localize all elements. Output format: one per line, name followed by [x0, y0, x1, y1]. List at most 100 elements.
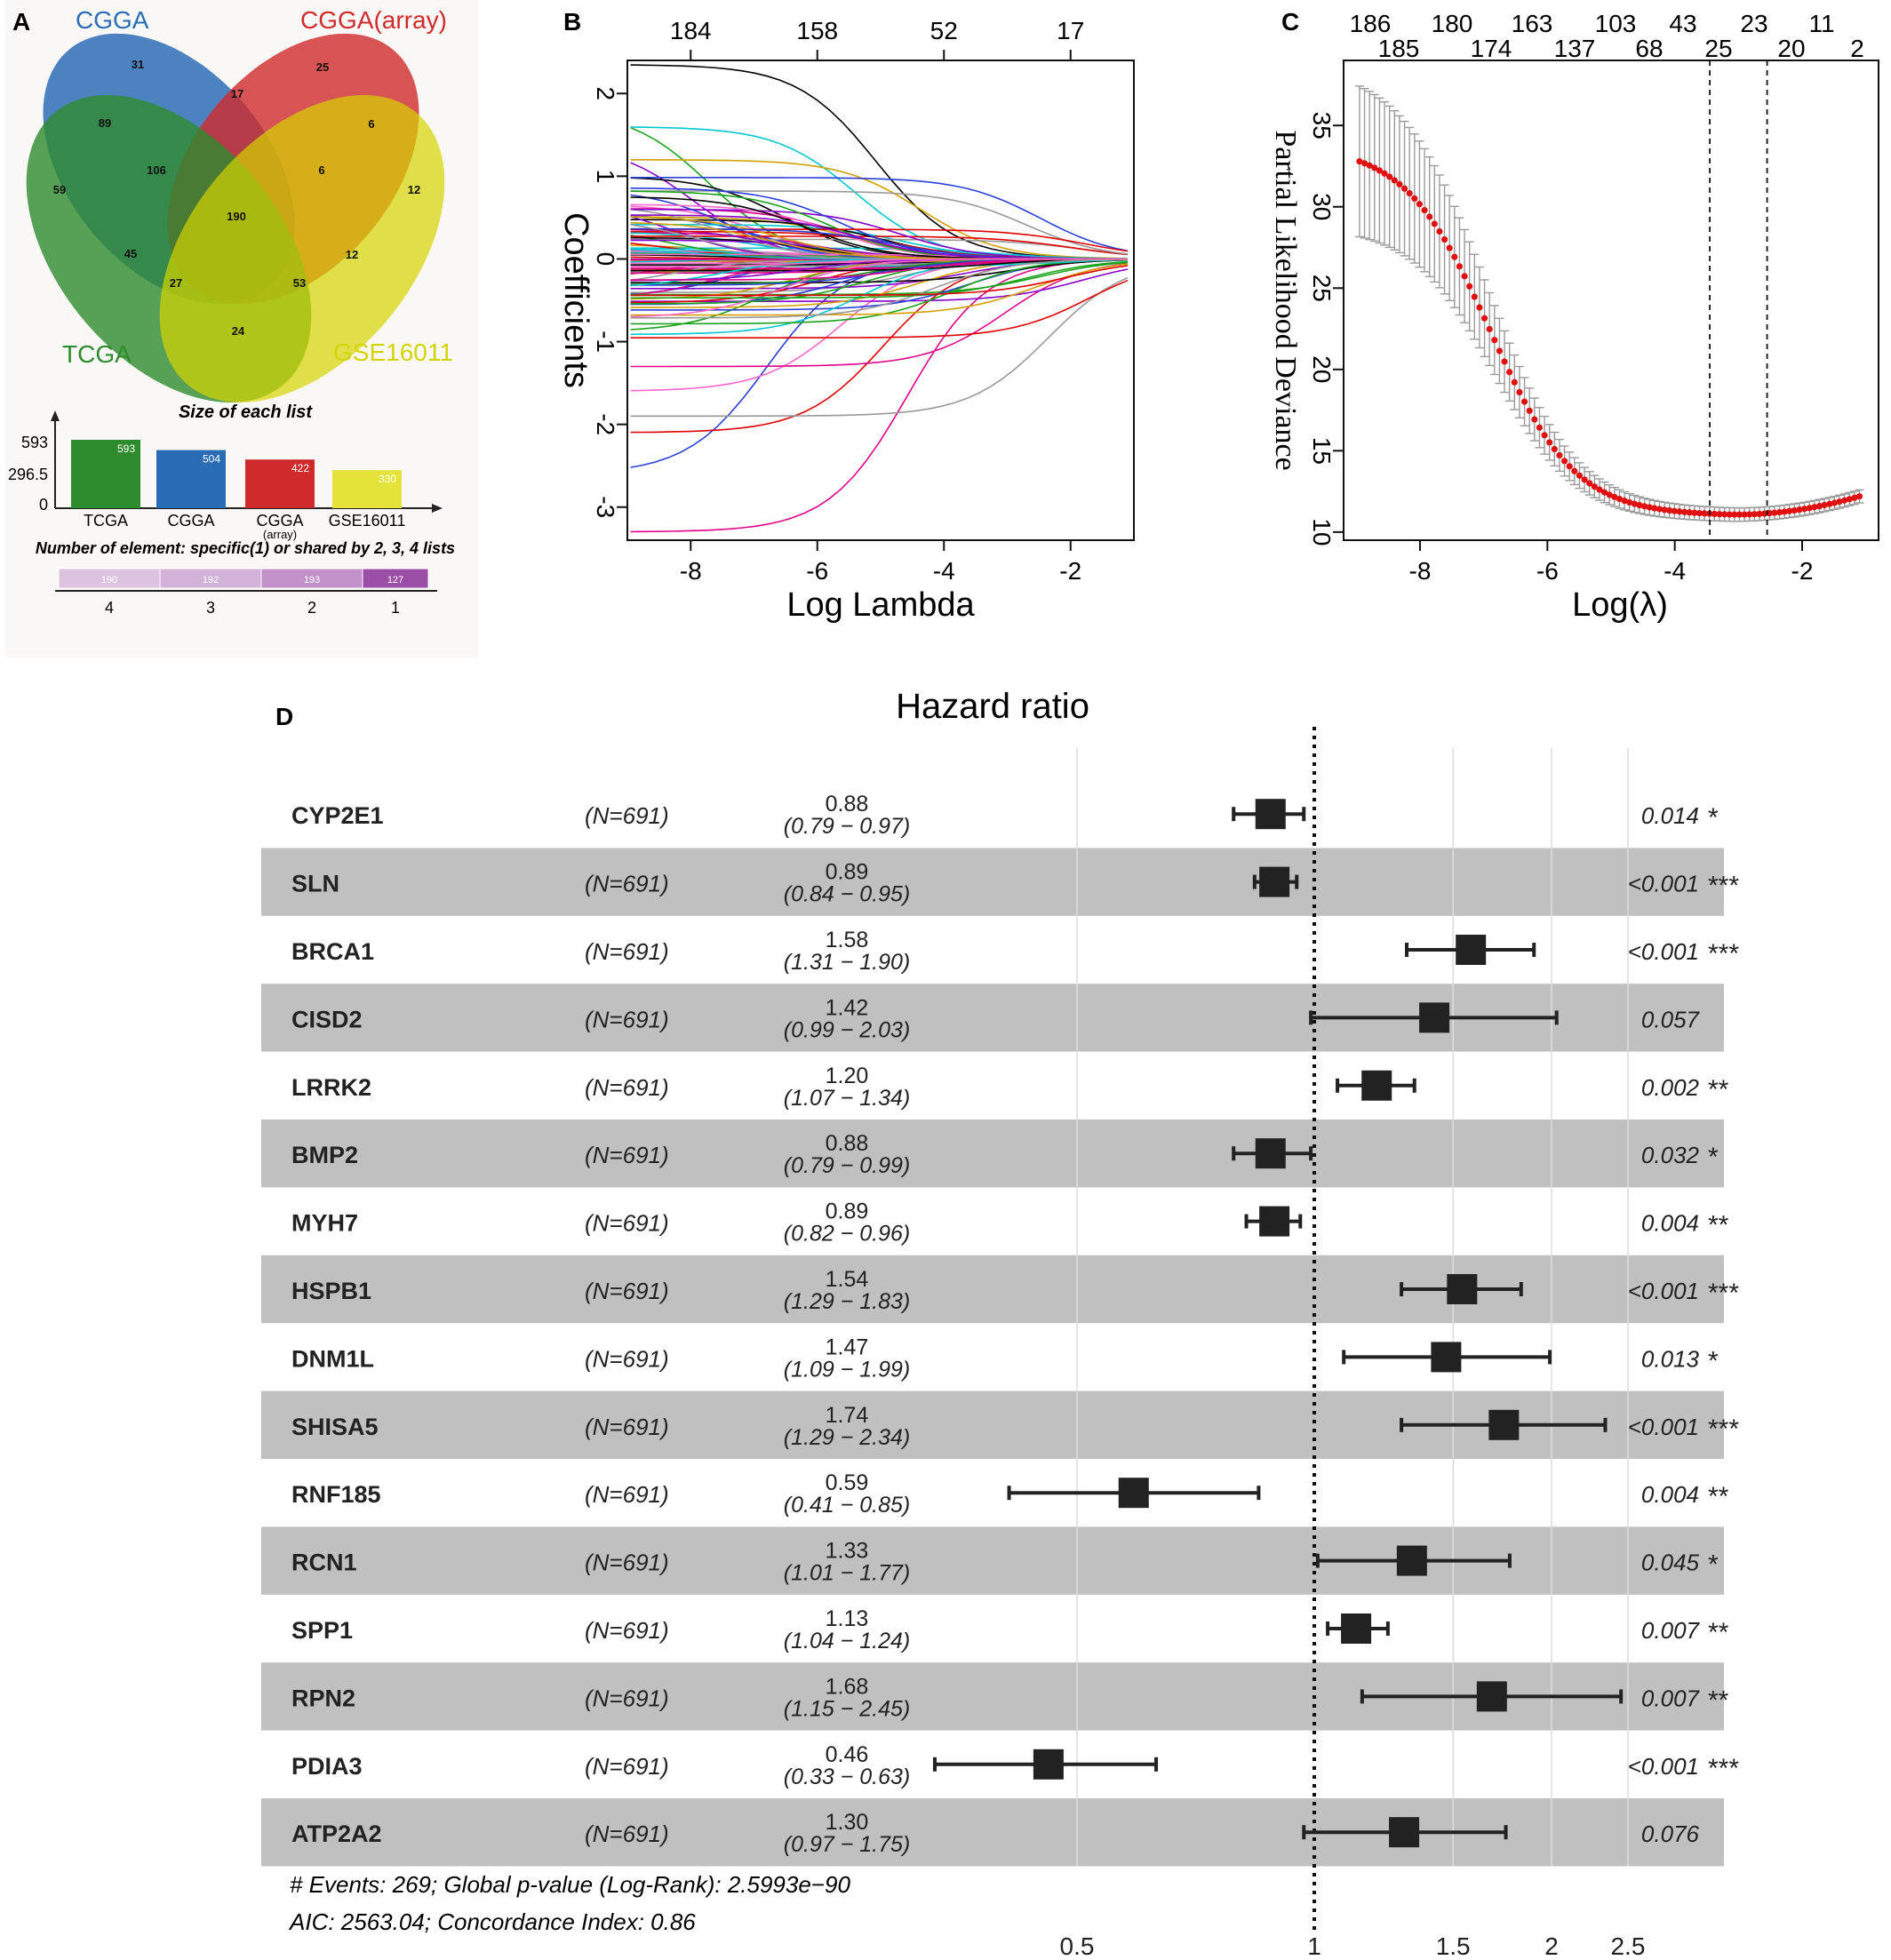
deviance-point	[1556, 451, 1563, 459]
deviance-point	[1676, 508, 1683, 515]
hr-point	[1456, 935, 1487, 965]
forest-gene: DNM1L	[291, 1345, 374, 1372]
size-bar-category: CGGA	[167, 512, 214, 530]
hr-point	[1476, 1681, 1507, 1712]
forest-row-shade	[261, 1119, 1724, 1188]
venn-count: 17	[231, 87, 243, 100]
deviance-point	[1626, 498, 1633, 506]
deviance-point	[1371, 164, 1378, 171]
x-tick-label: -4	[933, 557, 955, 585]
forest-stars: ***	[1708, 1414, 1739, 1444]
deviance-point	[1356, 158, 1363, 165]
forest-p-value: 0.076	[1641, 1821, 1700, 1847]
element-chart-title: Number of element: specific(1) or shared…	[36, 539, 455, 557]
deviance-point	[1531, 416, 1538, 423]
x-tick-label: -6	[1536, 557, 1559, 585]
panel-c: C -8 -6 -4 -2 35 30 25 20 15 10 186 180 163 103 43 23 11…	[1269, 8, 1879, 624]
deviance-point	[1566, 463, 1573, 470]
y-tick-label: 20	[1308, 355, 1336, 383]
deviance-point	[1480, 315, 1488, 322]
forest-ci: (1.29 − 2.34)	[784, 1425, 910, 1450]
cv-plot-frame	[1343, 60, 1879, 541]
forest-ci: (1.31 − 1.90)	[784, 950, 910, 975]
deviance-point	[1466, 283, 1473, 290]
forest-gene: SHISA5	[291, 1414, 379, 1440]
forest-ci: (1.29 − 1.83)	[784, 1289, 910, 1314]
forest-gene: RNF185	[291, 1481, 381, 1508]
deviance-point	[1831, 499, 1838, 506]
deviance-point	[1411, 195, 1418, 203]
top-tick-label: 180	[1432, 10, 1473, 37]
forest-gene: LRRK2	[291, 1074, 371, 1101]
deviance-point	[1786, 507, 1793, 514]
forest-n: (N=691)	[585, 1006, 669, 1032]
deviance-point	[1476, 304, 1483, 311]
forest-gene: BRCA1	[291, 938, 374, 965]
top-tick-label: 43	[1669, 10, 1696, 37]
forest-p-value: <0.001	[1628, 938, 1699, 965]
venn-count: 31	[132, 58, 144, 71]
venn-diagram: CGGA CGGA(array) TCGA GSE16011 31 25 17 …	[26, 6, 453, 402]
venn-count: 89	[99, 116, 111, 130]
deviance-point	[1366, 162, 1373, 169]
forest-ci: (1.01 − 1.77)	[784, 1561, 910, 1586]
venn-count: 6	[318, 163, 324, 177]
coefficient-path	[630, 262, 1129, 368]
deviance-point	[1520, 398, 1528, 405]
forest-n: (N=691)	[585, 1210, 669, 1237]
deviance-point	[1600, 489, 1608, 496]
coefficient-path	[630, 258, 1128, 267]
size-bar-category: TCGA	[84, 512, 128, 530]
deviance-point	[1640, 503, 1648, 510]
venn-label-cgga: CGGA	[76, 6, 149, 34]
x-tick-label: -2	[1791, 557, 1814, 585]
forest-stars: ***	[1708, 1279, 1739, 1308]
deviance-point	[1491, 337, 1498, 344]
forest-stars: *	[1708, 1346, 1719, 1375]
cv-y-label: Partial Likelihood Deviance	[1269, 130, 1302, 470]
deviance-point	[1541, 432, 1548, 439]
forest-n: (N=691)	[585, 871, 669, 897]
deviance-point	[1741, 511, 1748, 518]
panel-d-letter: D	[275, 703, 293, 730]
deviance-point	[1686, 509, 1693, 516]
hr-point	[1389, 1817, 1420, 1848]
forest-row-shade	[261, 848, 1724, 916]
deviance-point	[1396, 180, 1403, 187]
coefficient-path	[630, 279, 1129, 339]
top-tick-label: 184	[670, 17, 712, 44]
size-bar	[332, 470, 402, 508]
top-tick-label: 103	[1595, 10, 1637, 37]
deviance-point	[1431, 220, 1438, 227]
hr-point	[1361, 1070, 1392, 1101]
deviance-point	[1440, 235, 1448, 243]
forest-p-value: 0.032	[1641, 1142, 1700, 1168]
size-bar-category: GSE16011	[329, 512, 406, 530]
forest-p-value: 0.007	[1641, 1685, 1701, 1711]
forest-hr: 0.89	[826, 860, 869, 885]
forest-gene: PDIA3	[291, 1753, 363, 1780]
top-tick-label: 23	[1740, 10, 1767, 37]
forest-n: (N=691)	[585, 1753, 669, 1780]
forest-gene: SLN	[291, 871, 339, 897]
lasso-x-label: Log Lambda	[786, 586, 975, 624]
x-tick-label: -4	[1664, 557, 1686, 585]
size-bar	[245, 459, 315, 508]
y-tick-label: 15	[1308, 437, 1336, 465]
element-bar-category: 3	[206, 599, 215, 617]
deviance-point	[1551, 445, 1558, 453]
forest-ci: (0.79 − 0.97)	[784, 814, 910, 839]
deviance-point	[1546, 439, 1553, 446]
deviance-point	[1611, 493, 1618, 500]
forest-p-value: 0.014	[1641, 802, 1699, 829]
top-tick-label: 158	[796, 17, 838, 44]
coefficient-path	[630, 259, 1128, 325]
forest-gene: CYP2E1	[291, 802, 384, 829]
coefficient-path	[630, 259, 1128, 272]
deviance-point	[1661, 506, 1668, 514]
forest-gene: ATP2A2	[291, 1821, 382, 1847]
hr-point	[1447, 1274, 1478, 1304]
coefficient-path	[630, 263, 1129, 316]
size-chart-title: Size of each list	[179, 402, 313, 422]
